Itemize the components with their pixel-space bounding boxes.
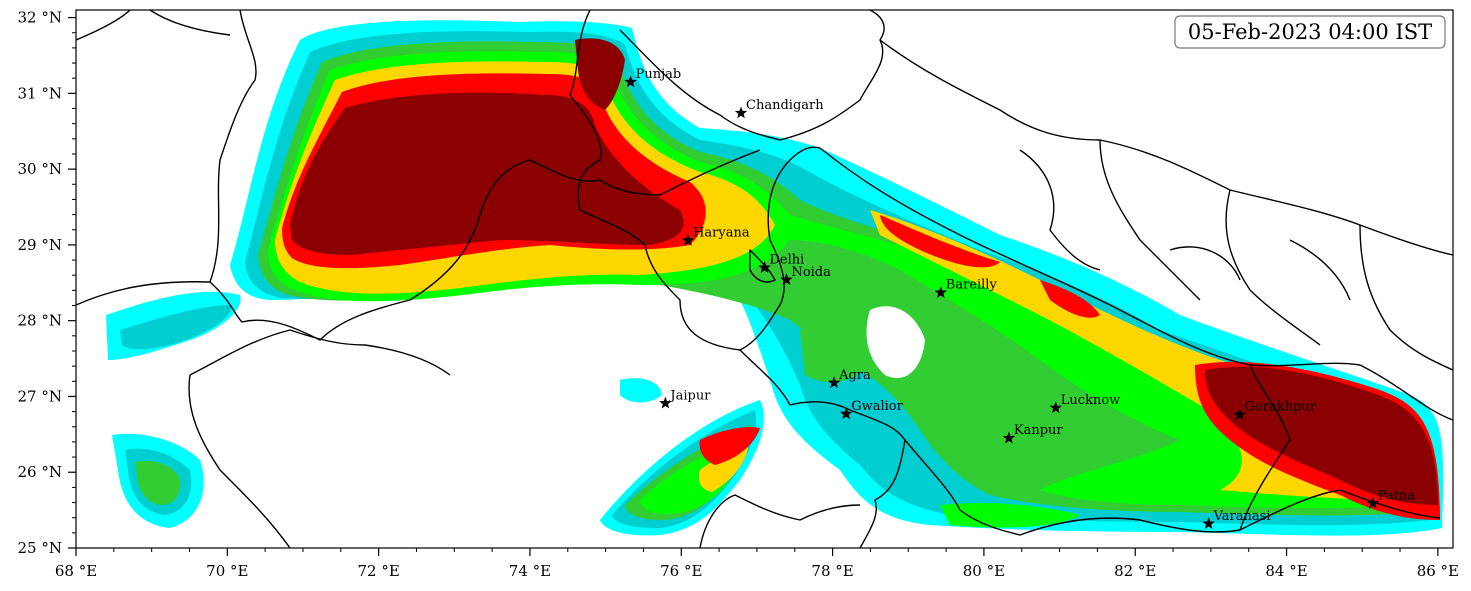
city-marker-varanasi bbox=[1202, 517, 1215, 530]
city-label-noida: Noida bbox=[791, 265, 831, 280]
contour-cyan-blob bbox=[620, 378, 662, 403]
city-label-delhi: Delhi bbox=[770, 253, 805, 268]
lat-tick-label: 28 °N bbox=[18, 312, 62, 330]
border-line-mp-up bbox=[739, 349, 906, 548]
city-marker-delhi bbox=[758, 261, 771, 273]
plot-frame bbox=[75, 9, 1454, 549]
contour-darkred-east bbox=[1205, 366, 1438, 505]
city-marker-lucknow bbox=[1049, 401, 1062, 414]
border-line-nepal-south bbox=[819, 147, 1453, 421]
city-marker-bareilly bbox=[934, 286, 947, 298]
lon-tick-label: 74 °E bbox=[509, 562, 551, 580]
city-label-kanpur: Kanpur bbox=[1014, 423, 1064, 438]
clear-patch bbox=[866, 306, 925, 379]
contour-field bbox=[106, 20, 1444, 536]
border-line-4 bbox=[76, 10, 131, 41]
lat-tick-label: 26 °N bbox=[18, 463, 62, 481]
city-label-gwalior: Gwalior bbox=[851, 399, 903, 414]
border-line-up-bihar bbox=[904, 439, 1441, 536]
contour-gold-south bbox=[698, 447, 748, 492]
border-line-rajasthan-west bbox=[188, 329, 451, 548]
border-line-bihar-west bbox=[1239, 364, 1291, 531]
city-marker-jaipur bbox=[659, 396, 672, 409]
city-marker-patna bbox=[1366, 496, 1379, 509]
city-label-varanasi: Varanasi bbox=[1213, 509, 1271, 524]
border-line-5 bbox=[569, 10, 821, 351]
border-lines-nepal-internal bbox=[1019, 139, 1453, 371]
city-label-lucknow: Lucknow bbox=[1061, 393, 1121, 408]
city-label-bareilly: Bareilly bbox=[946, 278, 998, 293]
contour-level-7 bbox=[290, 38, 1438, 505]
axis-ticks: 68 °E 70 °E 72 °E 74 °E 76 °E 78 °E 80 °E 82 °E… bbox=[18, 9, 1460, 580]
border-line-3 bbox=[149, 10, 231, 36]
lat-tick-label: 32 °N bbox=[18, 9, 62, 27]
city-label-haryana: Haryana bbox=[693, 225, 750, 240]
lon-tick-label: 84 °E bbox=[1265, 562, 1307, 580]
lat-tick-label: 31 °N bbox=[18, 84, 62, 102]
timestamp-background bbox=[1174, 15, 1446, 49]
lon-tick-label: 76 °E bbox=[660, 562, 702, 580]
city-label-patna: Patna bbox=[1378, 488, 1416, 503]
contour-red-south bbox=[699, 427, 760, 465]
contour-darkred-west bbox=[290, 92, 684, 255]
border-line-south bbox=[699, 494, 861, 548]
city-label-agra: Agra bbox=[838, 368, 871, 383]
city-label-jaipur: Jaipur bbox=[668, 388, 711, 403]
contour-red-bareilly bbox=[880, 215, 1000, 268]
contour-lime-southwest bbox=[135, 460, 181, 505]
city-label-punjab: Punjab bbox=[636, 67, 682, 82]
lon-tick-label: 72 °E bbox=[357, 562, 399, 580]
timestamp-label: 05-Feb-2023 04:00 IST bbox=[1188, 20, 1432, 44]
contour-darkred-punjab bbox=[575, 38, 625, 110]
administrative-borders bbox=[76, 10, 1453, 548]
city-marker-noida bbox=[780, 273, 793, 286]
contour-green-southeast bbox=[940, 503, 1080, 528]
lon-tick-label: 78 °E bbox=[811, 562, 853, 580]
border-line-2 bbox=[209, 10, 257, 283]
city-marker-chandigarh bbox=[734, 106, 748, 119]
lon-tick-label: 70 °E bbox=[206, 562, 248, 580]
city-marker-punjab bbox=[624, 75, 637, 88]
city-label-gorakhpur: Gorakhpur bbox=[1245, 400, 1317, 415]
border-lines-nepal-extra bbox=[1169, 239, 1351, 301]
contour-red-strip bbox=[1040, 280, 1100, 318]
lat-tick-label: 27 °N bbox=[18, 387, 62, 405]
city-marker-gorakhpur bbox=[1233, 408, 1246, 420]
lat-tick-label: 29 °N bbox=[18, 236, 62, 254]
city-marker-kanpur bbox=[1002, 431, 1016, 444]
lon-tick-label: 80 °E bbox=[963, 562, 1005, 580]
border-line-1 bbox=[76, 149, 761, 341]
border-delhi bbox=[749, 249, 776, 283]
contour-turquoise-west bbox=[120, 305, 232, 350]
timestamp-box: 05-Feb-2023 04:00 IST bbox=[1174, 15, 1446, 49]
city-marker-agra bbox=[827, 376, 841, 389]
border-line-6 bbox=[619, 10, 885, 141]
lon-tick-label: 68 °E bbox=[55, 562, 97, 580]
city-label-chandigarh: Chandigarh bbox=[746, 98, 824, 113]
lon-tick-label: 82 °E bbox=[1114, 562, 1156, 580]
contour-lime-center bbox=[800, 324, 870, 383]
lat-tick-label: 25 °N bbox=[18, 539, 62, 557]
city-marker-gwalior bbox=[840, 407, 853, 420]
city-marker-haryana bbox=[681, 233, 695, 246]
lat-tick-label: 30 °N bbox=[18, 160, 62, 178]
lon-tick-label: 86 °E bbox=[1417, 562, 1459, 580]
